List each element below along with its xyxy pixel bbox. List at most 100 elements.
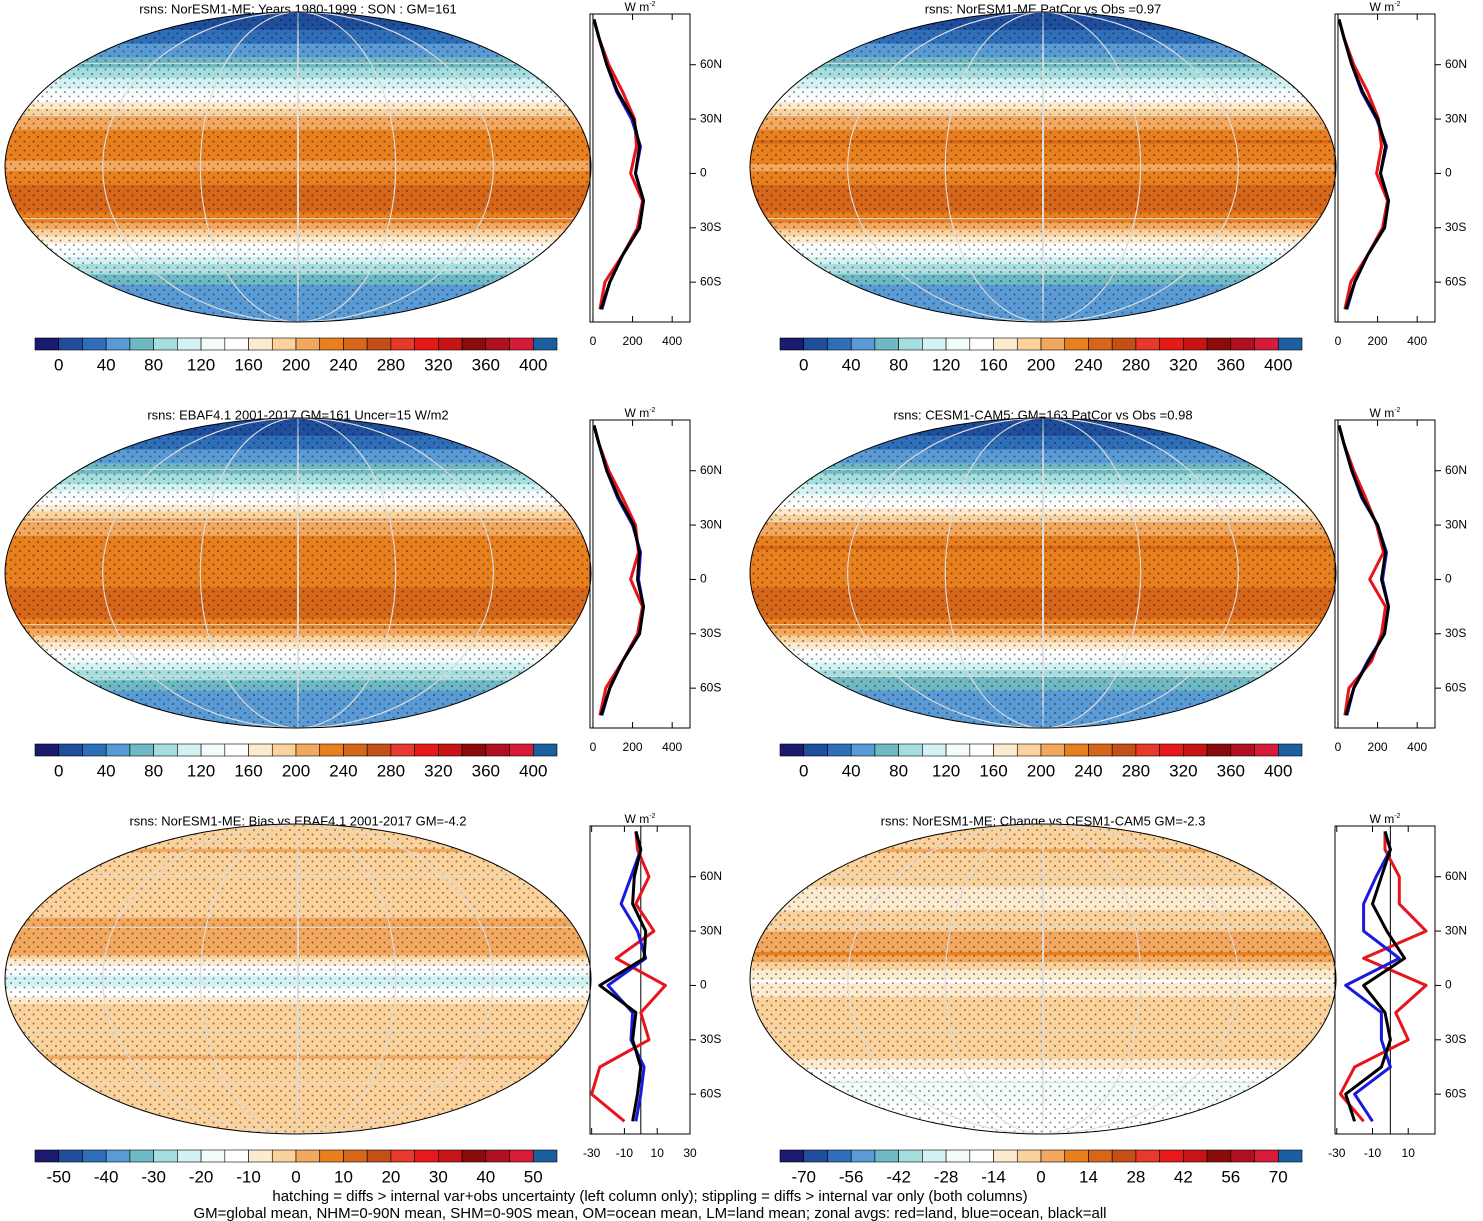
panel-title: rsns: NorESM1-ME: Change vs CESM1-CAM5 G… <box>881 813 1206 828</box>
colorbar-label: 40 <box>842 761 861 780</box>
colorbar-label: 42 <box>1174 1167 1193 1186</box>
colorbar-box <box>779 1149 805 1163</box>
colorbar-label: 360 <box>472 355 500 374</box>
colorbar-label: -14 <box>981 1167 1006 1186</box>
colorbar-box <box>177 743 202 757</box>
colorbar-label: 50 <box>524 1167 543 1186</box>
zonal-line <box>1337 19 1390 310</box>
colorbar-box <box>295 337 321 351</box>
y-tick-label: 60N <box>1445 463 1467 477</box>
colorbar-box <box>224 1149 249 1163</box>
colorbar-box <box>153 337 178 351</box>
colorbar-label: 10 <box>334 1167 353 1186</box>
colorbar-label: 200 <box>1027 355 1055 374</box>
colorbar-box <box>1064 337 1089 351</box>
units-exp: -2 <box>649 407 655 414</box>
colorbar-box <box>827 743 852 757</box>
x-tick-label: 0 <box>590 740 597 754</box>
colorbar-box <box>1183 1149 1208 1163</box>
colorbar-label: -70 <box>791 1167 816 1186</box>
colorbar-box <box>461 1149 487 1163</box>
colorbar-box <box>779 337 805 351</box>
colorbar-box <box>105 337 131 351</box>
colorbar-label: 280 <box>1122 761 1150 780</box>
colorbar-box <box>1064 743 1089 757</box>
y-tick-label: 30N <box>1445 111 1467 125</box>
colorbar-box <box>1206 1149 1232 1163</box>
colorbar-box <box>295 1149 321 1163</box>
y-tick-label: 0 <box>700 166 707 180</box>
colorbar-box <box>1230 337 1255 351</box>
colorbar-box <box>129 743 154 757</box>
colorbar-box <box>898 337 923 351</box>
colorbar-box <box>34 337 60 351</box>
colorbar-box <box>82 743 107 757</box>
units-exp: -2 <box>1394 813 1400 820</box>
colorbar-box <box>343 337 368 351</box>
colorbar-label: 30 <box>429 1167 448 1186</box>
graticule <box>297 12 299 322</box>
units-exp: -2 <box>1394 1 1400 8</box>
colorbar-box <box>1206 337 1232 351</box>
units-exp: -2 <box>649 1 655 8</box>
colorbar-box <box>945 1149 971 1163</box>
colorbar-label: 0 <box>54 355 63 374</box>
colorbar-box <box>1016 337 1042 351</box>
units: W m-2 <box>1370 812 1401 826</box>
colorbar-box <box>153 1149 178 1163</box>
units: W m-2 <box>625 0 656 14</box>
colorbar-box <box>509 1149 534 1163</box>
colorbar-label: 56 <box>1221 1167 1240 1186</box>
colorbar-box <box>1183 743 1208 757</box>
y-tick-label: 0 <box>700 572 707 586</box>
colorbar-label: 360 <box>1217 355 1245 374</box>
zonal-frame <box>1334 825 1436 1135</box>
map-border <box>749 823 1337 1135</box>
colorbar-label: 40 <box>97 761 116 780</box>
zonal-frame <box>1334 419 1436 729</box>
y-tick-label: 30S <box>700 1032 721 1046</box>
colorbar-box <box>1230 1149 1255 1163</box>
colorbar-label: 0 <box>799 761 808 780</box>
colorbar-box <box>343 743 368 757</box>
y-tick-label: 60N <box>700 869 722 883</box>
colorbar-box <box>803 743 828 757</box>
colorbar-box <box>34 1149 60 1163</box>
colorbar-box <box>461 743 487 757</box>
colorbar-box <box>969 337 994 351</box>
panel-title: rsns: NorESM1-ME PatCor vs Obs =0.97 <box>925 1 1162 16</box>
colorbar-box <box>898 1149 923 1163</box>
colorbar-label: -50 <box>46 1167 71 1186</box>
y-tick-label: 30N <box>1445 923 1467 937</box>
y-tick-label: 30N <box>700 923 722 937</box>
colorbar-label: 80 <box>144 761 163 780</box>
colorbar-box <box>390 337 415 351</box>
units: W m-2 <box>1370 406 1401 420</box>
colorbar-box <box>105 1149 131 1163</box>
colorbar-label: 400 <box>1264 355 1292 374</box>
colorbar-box <box>319 743 344 757</box>
colorbar-label: 400 <box>1264 761 1292 780</box>
zonal-frame <box>589 825 691 1135</box>
colorbar-box <box>1088 743 1113 757</box>
colorbar-box <box>532 337 558 351</box>
colorbar-box <box>874 743 899 757</box>
colorbar-label: 80 <box>144 355 163 374</box>
units-text: W m <box>1370 0 1395 14</box>
zonal-frame <box>589 419 691 729</box>
colorbar-box <box>414 1149 439 1163</box>
graticule <box>199 824 397 1134</box>
y-tick-label: 30N <box>700 111 722 125</box>
x-tick-label: -10 <box>616 1146 634 1160</box>
zonal-frame <box>1334 13 1436 323</box>
y-tick-label: 60N <box>1445 57 1467 71</box>
map-border <box>749 11 1337 323</box>
x-tick-label: 0 <box>1335 334 1342 348</box>
colorbar-label: 0 <box>799 355 808 374</box>
colorbar-box <box>200 1149 226 1163</box>
zonal-line <box>592 425 645 716</box>
zonal-line <box>1338 831 1428 1123</box>
colorbar-label: 400 <box>519 761 547 780</box>
colorbar-box <box>414 743 439 757</box>
zonal-line <box>1337 425 1390 716</box>
